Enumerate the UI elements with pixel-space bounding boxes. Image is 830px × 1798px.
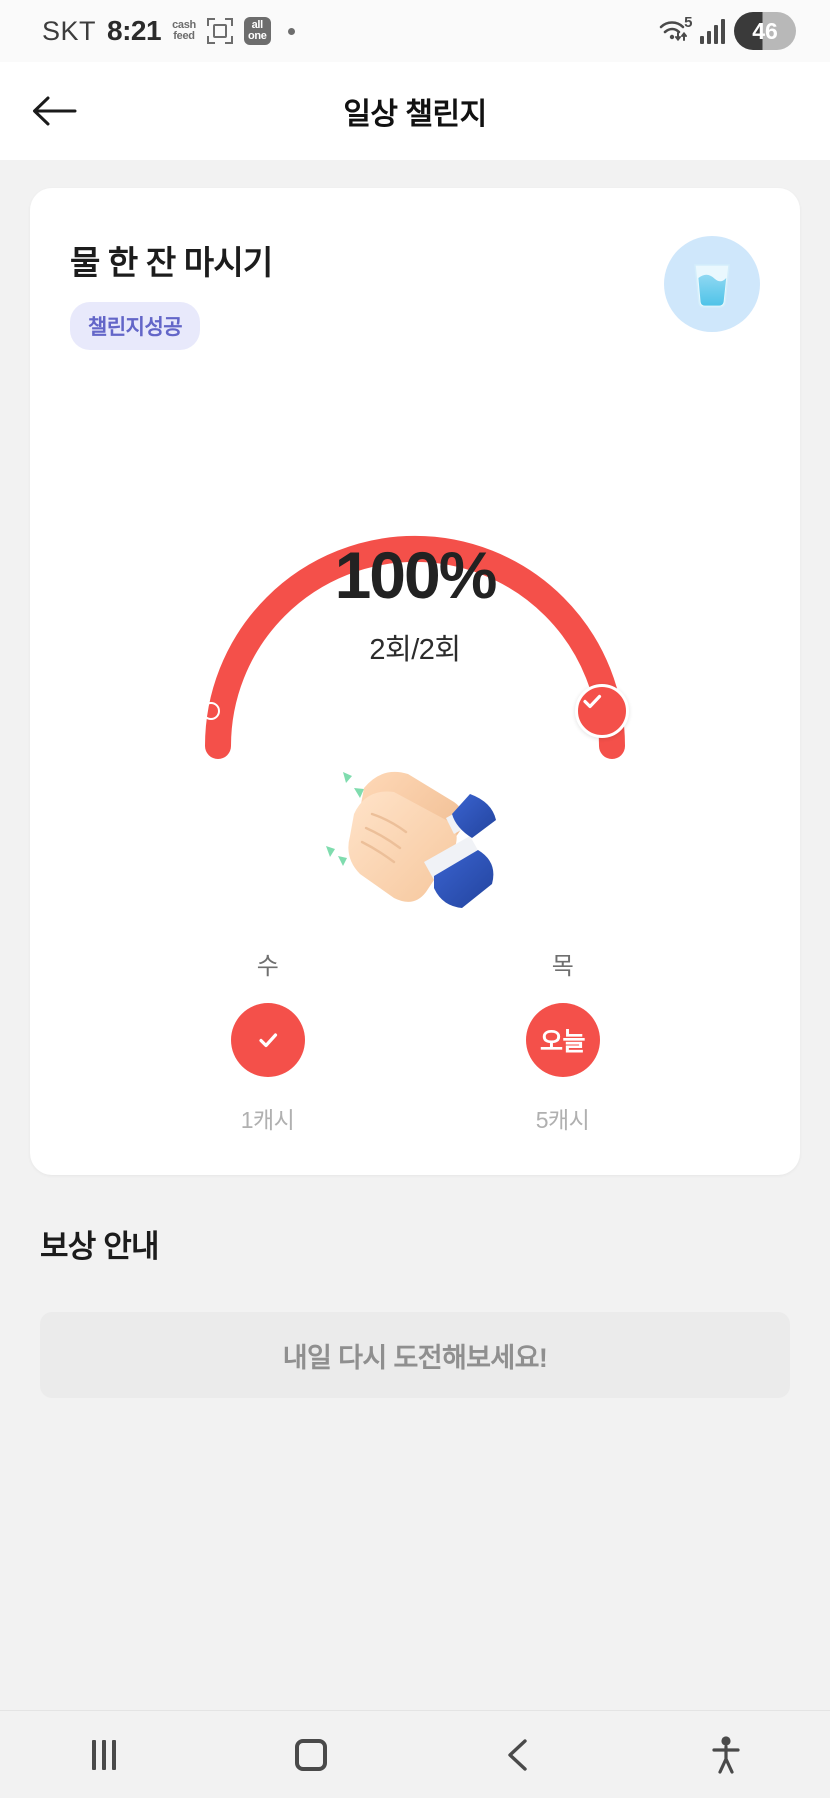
clock-label: 8:21 [107,15,162,46]
water-glass-icon [664,236,760,332]
reward-section-title: 보상 안내 [40,1229,160,1264]
day-label: 목 [551,953,574,980]
status-bar-right: 5 46 [659,12,796,50]
gauge-marker-top [406,412,424,430]
day-circle-today[interactable]: 오늘 [525,1003,600,1077]
carrier-label: SKT [42,15,97,46]
allone-icon-line1: all [251,19,264,31]
gauge-marker-left [202,702,220,720]
gauge-arc [205,536,625,759]
day-label: 수 [256,953,279,980]
day-cash-label: 5캐시 [535,1107,590,1133]
day-circle-completed[interactable] [230,1003,305,1077]
gauge-center-labels: 100% 2회/2회 [180,542,650,668]
cashfeed-icon-line1: cash [172,19,196,31]
app-bar: 일상 챌린지 [0,62,830,160]
chevron-left-icon [508,1738,527,1771]
status-badge: 챌린지성공 [70,302,201,350]
day-item: 수 1캐시 [188,946,348,1135]
scan-photo-icon [206,18,233,44]
back-button[interactable] [22,79,86,143]
cashfeed-icon-line2: feed [173,30,195,42]
wifi-icon: 5 [659,14,693,46]
allone-icon: all one [243,17,271,45]
check-icon [258,1033,277,1048]
progress-gauge: 100% 2회/2회 [180,394,650,774]
recents-button[interactable] [44,1711,164,1798]
challenge-title: 물 한 잔 마시기 [70,244,273,281]
gauge-percent-label: 100% [334,538,498,612]
day-cash-label: 1캐시 [240,1107,295,1133]
reward-message-panel: 내일 다시 도전해보세요! [40,1312,790,1398]
reward-section: 보상 안내 내일 다시 도전해보세요! [0,1175,830,1398]
day-tracker: 수 1캐시 목 오늘 5캐시 [70,946,760,1135]
arrow-left-icon [33,96,77,126]
celebration-clapping-hands-icon [70,758,760,938]
home-button[interactable] [251,1711,371,1798]
page-title: 일상 챌린지 [343,98,487,131]
home-icon [295,1738,328,1771]
battery-indicator: 46 [734,12,796,50]
cellular-signal-icon [699,18,725,44]
wifi-level-label: 5 [684,14,693,31]
scroll-content: 물 한 잔 마시기 챌린지성공 [0,160,830,1710]
recents-icon [91,1739,116,1770]
notification-dot-icon [287,27,295,35]
challenge-card: 물 한 잔 마시기 챌린지성공 [30,188,800,1175]
allone-icon-line2: one [247,30,267,42]
gauge-count-label: 2회/2회 [369,634,461,666]
challenge-card-header: 물 한 잔 마시기 챌린지성공 [70,236,760,350]
system-navigation-bar [0,1710,830,1798]
system-back-button[interactable] [459,1711,579,1798]
accessibility-icon [712,1735,740,1774]
status-bar-left: SKT 8:21 cash feed all one [42,15,295,47]
gauge-complete-check-icon [575,684,629,738]
accessibility-button[interactable] [666,1711,786,1798]
status-bar: SKT 8:21 cash feed all one [0,0,830,62]
day-item: 목 오늘 5캐시 [483,946,643,1135]
cashfeed-icon: cash feed [172,20,196,42]
